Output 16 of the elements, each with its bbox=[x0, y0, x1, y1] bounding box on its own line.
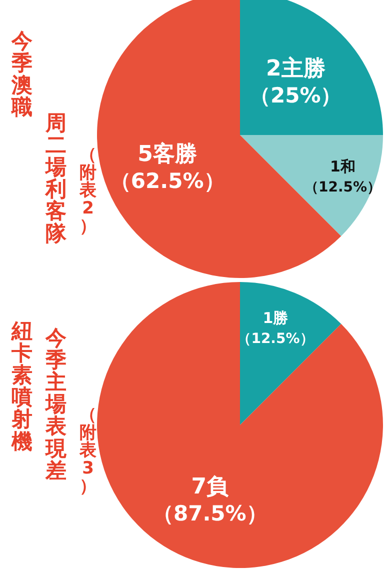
text: （附表2） bbox=[78, 145, 98, 236]
data-label: （25%） bbox=[249, 83, 342, 108]
text: 紐卡素噴射機 bbox=[10, 319, 32, 454]
text: 今季澳職 bbox=[10, 29, 32, 120]
text: （附表3） bbox=[78, 405, 98, 496]
data-label: （12.5%） bbox=[304, 179, 382, 196]
text: 周二場利客隊 bbox=[44, 111, 68, 246]
data-label: （12.5%） bbox=[237, 331, 314, 348]
data-label: （62.5%） bbox=[110, 169, 225, 194]
slice-label: 1和 bbox=[330, 157, 356, 176]
text: 今季主場表現差 bbox=[44, 326, 68, 482]
data-label: （87.5%） bbox=[152, 502, 268, 526]
slice-label: 7負 bbox=[191, 474, 230, 500]
slice-label: 1勝 bbox=[262, 309, 290, 328]
slice-label: 5客勝 bbox=[138, 141, 197, 168]
slice-label: 2主勝 bbox=[266, 55, 326, 82]
